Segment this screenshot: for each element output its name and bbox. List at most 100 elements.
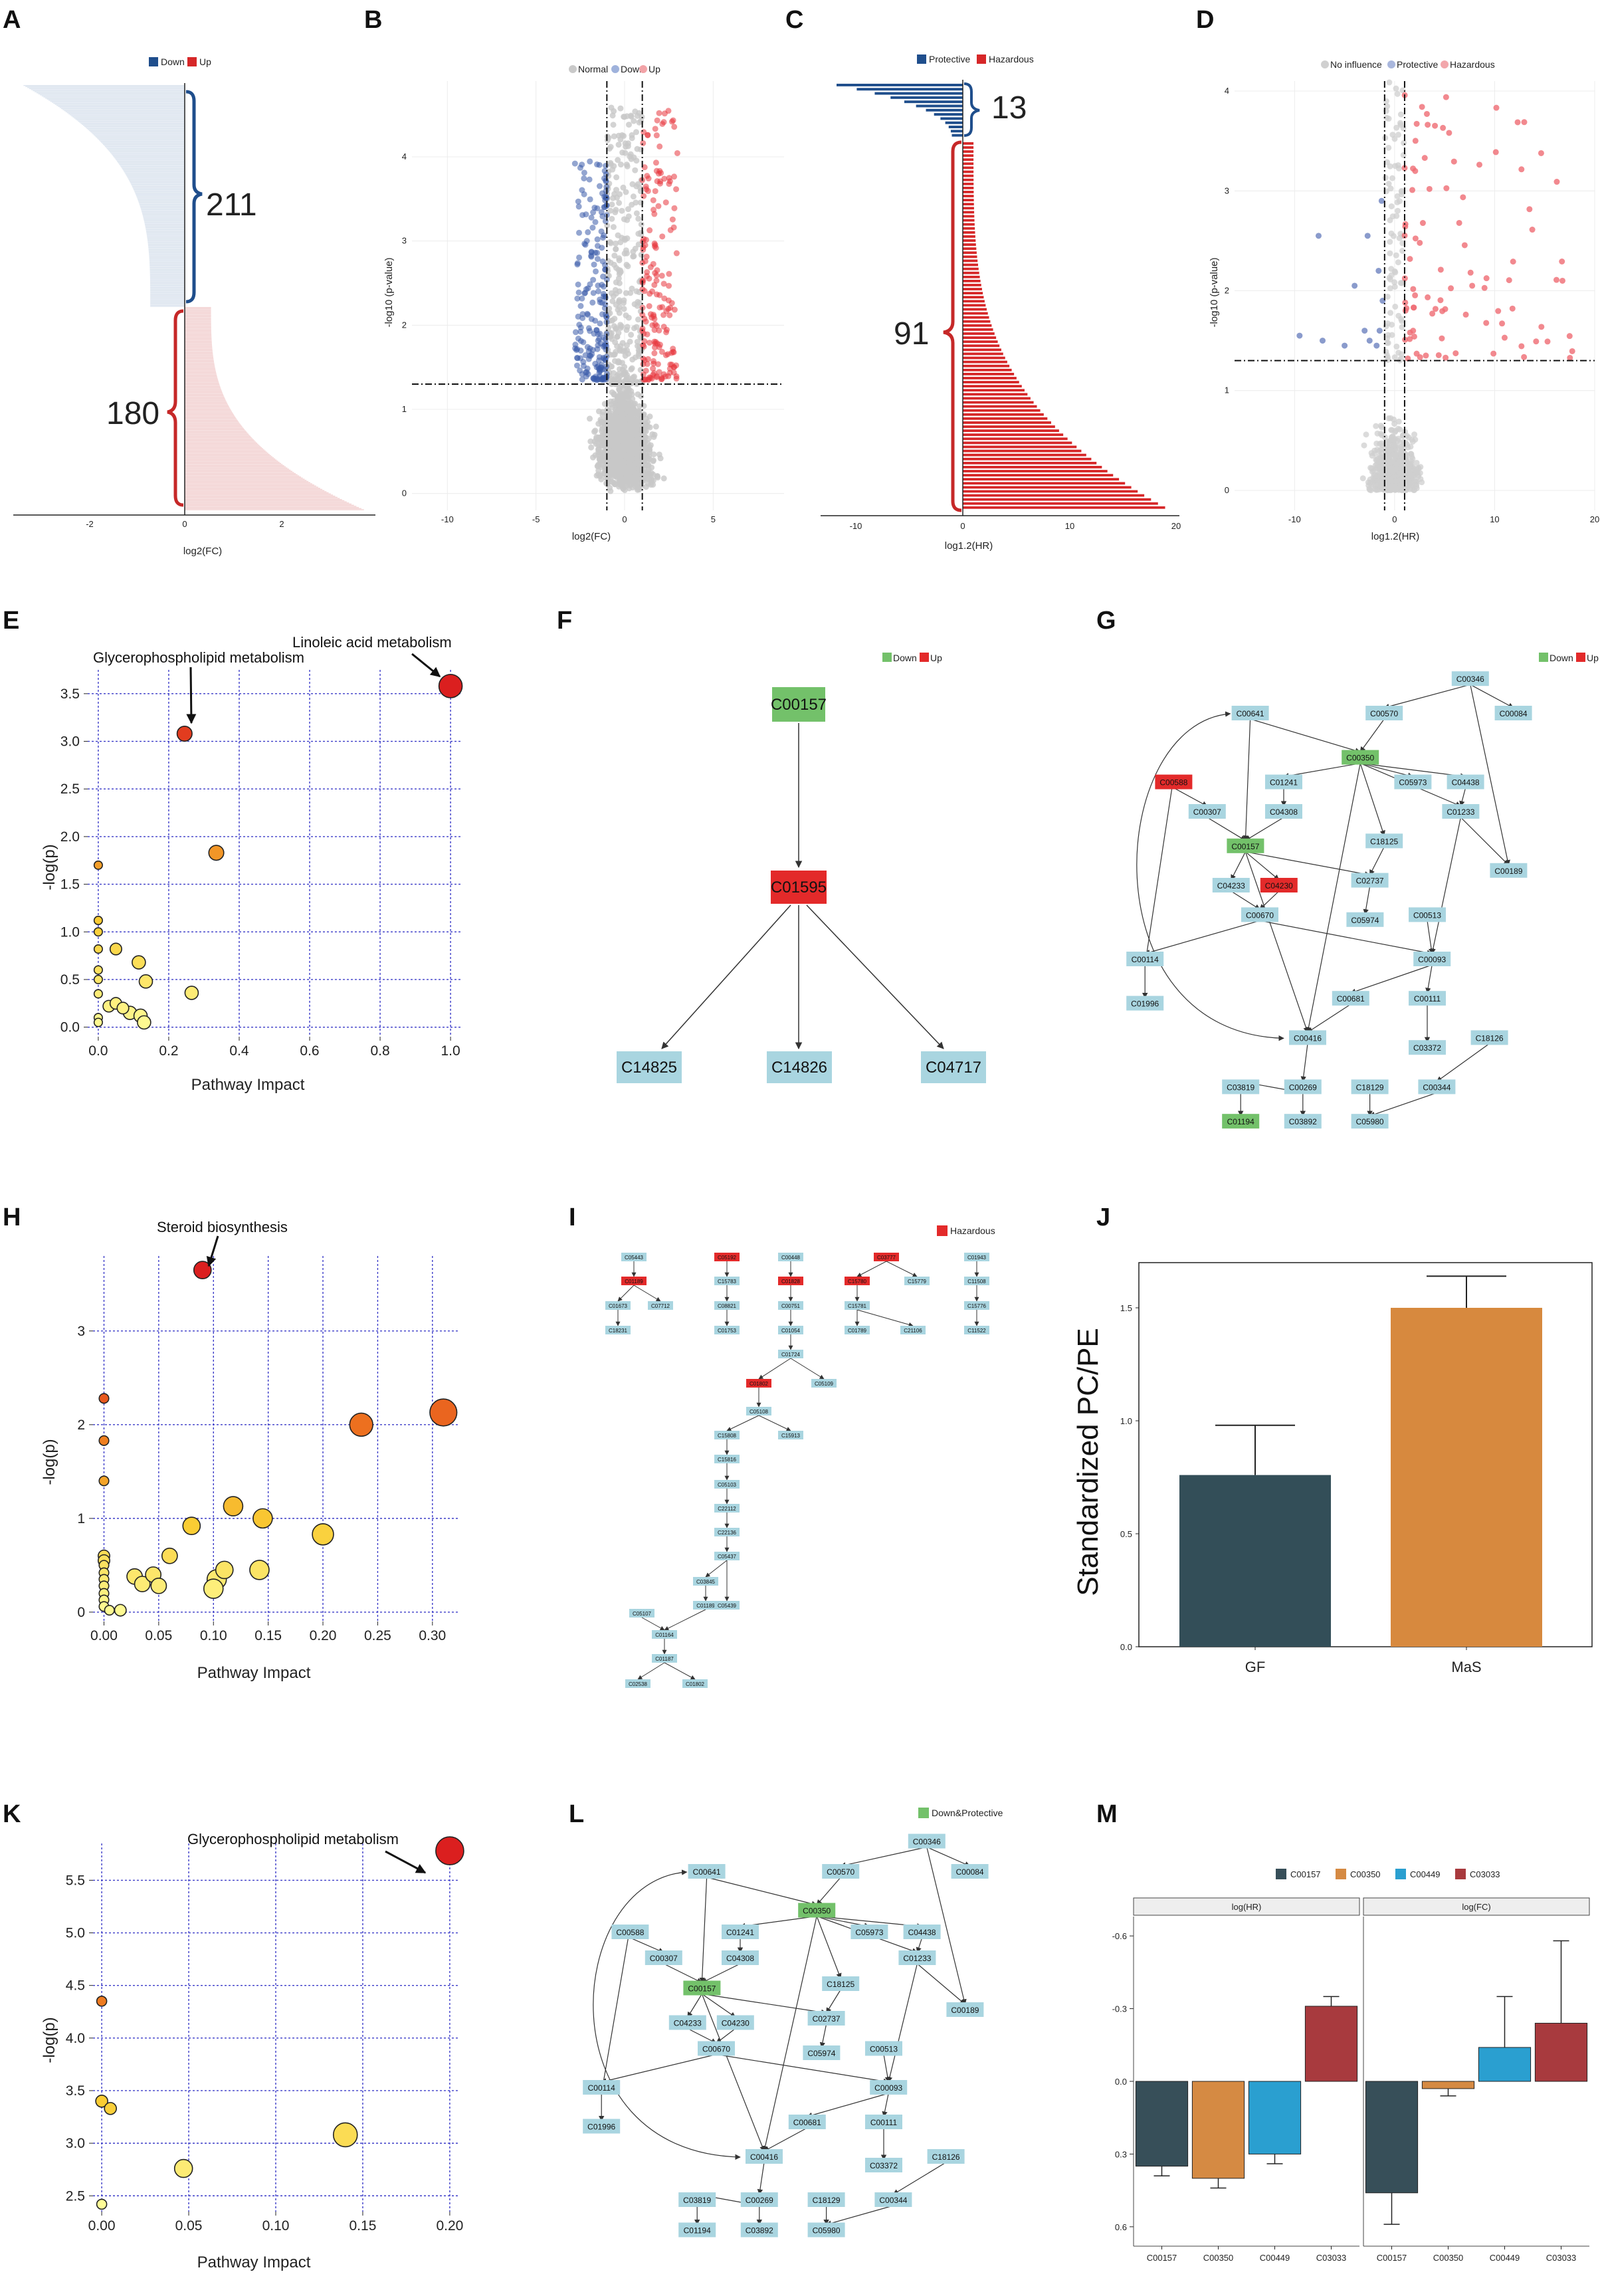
point-normal-b [629, 285, 635, 292]
point-down-b [585, 371, 591, 377]
point-down-b [594, 236, 601, 243]
node-label: C00570 [827, 1867, 854, 1877]
bar-down-a [147, 235, 185, 237]
edge [1470, 684, 1514, 708]
bubble-H [182, 1516, 201, 1536]
point-noinfluence-d [1378, 440, 1385, 447]
node-c05439-i [714, 1601, 740, 1610]
bar-up-a [185, 423, 241, 425]
point-hazardous-d [1407, 256, 1413, 262]
bars-a [23, 85, 364, 510]
edge-i [790, 1358, 825, 1380]
chart-e: 0.0 0.2 0.4 0.6 0.8 1.0 0.0 0.5 1.0 1.5 2.0 2.5 3.0 3… [60, 670, 463, 1059]
point-up-b [650, 365, 656, 372]
bubble-E [93, 860, 103, 870]
edge [1144, 920, 1260, 955]
category-label-m: C00449 [1260, 2253, 1290, 2263]
point-normal-b [621, 306, 627, 312]
point-hazardous-d [1510, 259, 1516, 265]
bar-hazardous-c [963, 142, 974, 145]
bar-down-a [50, 100, 185, 102]
point-up-b [650, 313, 657, 320]
tick-y-D: 1 [1225, 385, 1229, 395]
point-down-b [576, 229, 583, 236]
bar-hazardous-c [963, 174, 974, 177]
node-label-i: C02538 [629, 1681, 648, 1687]
point-noinfluence-d [1387, 163, 1393, 169]
tick-y-m: -0.3 [1112, 2004, 1127, 2014]
point-noinfluence-d [1391, 284, 1398, 290]
x-axis-title-a: log2(FC) [183, 546, 222, 557]
point-noinfluence-d [1394, 199, 1401, 205]
bar-down-a [88, 129, 185, 130]
bar-down-a [31, 89, 185, 90]
bar-up-a [185, 379, 219, 381]
legend-label-protective-d: Protective [1397, 59, 1438, 70]
point-noinfluence-d [1392, 269, 1399, 276]
bar-hazardous-c [963, 158, 974, 161]
bar-hazardous-c [963, 211, 975, 214]
point-noinfluence-d [1387, 459, 1394, 466]
bar-down-a [149, 257, 185, 259]
edge [601, 1926, 633, 2094]
edge-i [705, 1560, 728, 1578]
point-normal-b [618, 323, 625, 330]
point-up-b [671, 306, 678, 313]
point-hazardous-d [1467, 269, 1474, 276]
node-label: C05980 [813, 2226, 841, 2236]
legend-label-protective: Protective [929, 54, 970, 64]
bubble-H [98, 1475, 110, 1487]
point-normal-b [628, 113, 635, 120]
bar-up-a [185, 309, 211, 310]
point-normal-b [631, 154, 637, 161]
bar-up-a [185, 476, 302, 478]
bar-hazardous-c [963, 162, 974, 165]
point-down-b [576, 322, 583, 328]
node-c22136-i [714, 1528, 740, 1536]
point-up-b [646, 340, 652, 346]
point-up-b [656, 110, 662, 116]
bar-up-a [185, 310, 211, 312]
point-up-b [666, 175, 672, 181]
bar-up-a [185, 330, 211, 332]
bar-down-a [104, 145, 185, 146]
edge-i [758, 1358, 791, 1380]
bar-down-a [149, 255, 185, 257]
edge [716, 2028, 736, 2044]
point-up-b [653, 272, 660, 278]
legend-label-down: Down [161, 56, 185, 67]
network-l: C00346 C00641 C00570 C00084 C00350 C00588 C012… [583, 1833, 989, 2238]
edge [1283, 763, 1361, 779]
bar-up-a [185, 344, 213, 346]
point-hazardous-d [1413, 350, 1420, 357]
node-c04308 [1265, 804, 1302, 819]
category-label-m: C00449 [1490, 2253, 1520, 2263]
bar-down-a [149, 253, 185, 255]
node-label: C04230 [722, 2019, 750, 2028]
point-hazardous-d [1476, 161, 1482, 168]
point-down-b [599, 282, 605, 288]
node-label: C00681 [1337, 994, 1365, 1003]
point-up-b [661, 110, 668, 117]
bar-up-a [185, 383, 220, 385]
bar-up-a [185, 443, 258, 445]
point-noinfluence-d [1417, 464, 1424, 470]
bar-hazardous-c [963, 453, 1086, 457]
node-c00641 [688, 1864, 726, 1879]
tick-x-K: 0.10 [262, 2218, 290, 2234]
point-normal-b [608, 459, 615, 465]
point-up-b [644, 272, 650, 279]
edge [883, 2054, 891, 2083]
point-up-b [654, 361, 661, 367]
bar-hazardous-c [963, 348, 1001, 352]
bubble-H [223, 1496, 244, 1516]
point-hazardous-d [1495, 308, 1502, 314]
tick-y-K: 4.0 [66, 2031, 85, 2046]
point-down-b [586, 176, 593, 183]
node-c00350 [1342, 750, 1379, 765]
point-down-b [594, 256, 601, 262]
point-down-b [597, 320, 603, 327]
point-normal-b [654, 474, 661, 481]
bar-hazardous-c [963, 457, 1092, 461]
panel-e: 0.0 0.2 0.4 0.6 0.8 1.0 0.0 0.5 1.0 1.5 2.0 2.5 3.0 3… [41, 634, 463, 1094]
